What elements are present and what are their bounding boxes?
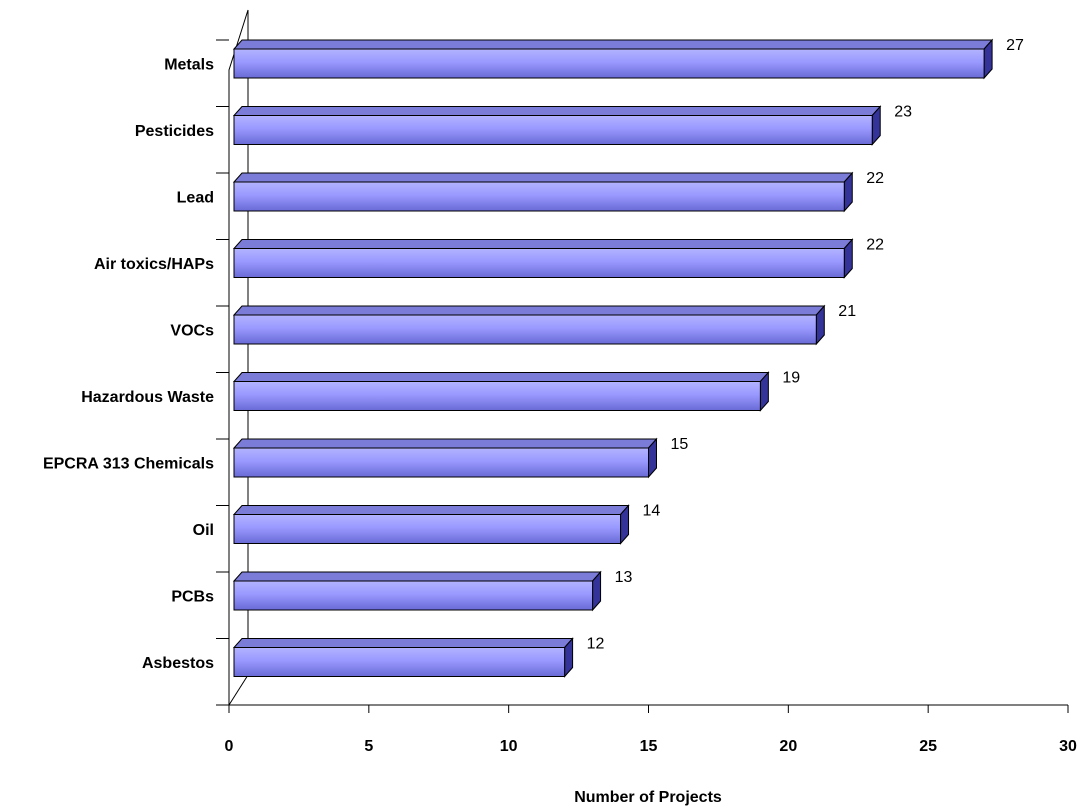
- bar: [232, 504, 630, 545]
- bar-front-face: [233, 514, 622, 544]
- bar-top-face: [232, 438, 658, 449]
- bar: [232, 171, 854, 213]
- bar-top-face: [232, 571, 602, 582]
- value-label: 12: [587, 636, 605, 653]
- bar-front-face: [233, 447, 649, 478]
- bar-top-face: [232, 305, 826, 316]
- value-label: 21: [838, 303, 856, 320]
- category-label: Pesticides: [135, 123, 214, 140]
- x-tick-label: 30: [1059, 738, 1077, 755]
- x-tick-label: 20: [779, 738, 797, 755]
- bar-top-face: [232, 505, 630, 515]
- value-label: 22: [866, 237, 884, 254]
- bar: [232, 570, 602, 612]
- bar-top-face: [232, 39, 994, 50]
- x-tick-label: 15: [640, 738, 658, 755]
- bar-top-face: [232, 172, 854, 183]
- category-label: Asbestos: [142, 655, 214, 672]
- bar: [232, 637, 574, 678]
- category-label: Lead: [177, 190, 214, 207]
- category-label: Hazardous Waste: [81, 389, 214, 406]
- bar-front-face: [233, 580, 594, 611]
- bar-front-face: [233, 248, 845, 278]
- bar-top-face: [232, 372, 770, 382]
- bar: [232, 238, 854, 279]
- bar-front-face: [233, 115, 873, 145]
- category-label: Air toxics/HAPs: [94, 256, 214, 273]
- bar: [232, 105, 882, 146]
- x-tick-label: 5: [364, 738, 373, 755]
- bar-top-face: [232, 239, 854, 249]
- bar-front-face: [233, 181, 845, 212]
- value-label: 14: [643, 503, 661, 520]
- wall-floor-edge: [228, 674, 249, 706]
- bar: [232, 371, 770, 412]
- bar-top-face: [232, 106, 882, 116]
- x-tick-label: 0: [225, 738, 234, 755]
- value-label: 15: [671, 436, 689, 453]
- bar: [232, 437, 658, 479]
- value-label: 19: [782, 370, 800, 387]
- bar: [232, 304, 826, 346]
- bar-front-face: [233, 647, 566, 677]
- bar-front-face: [233, 314, 817, 345]
- value-label: 23: [894, 104, 912, 121]
- bar-front-face: [233, 48, 985, 79]
- category-label: Metals: [164, 57, 214, 74]
- value-label: 27: [1006, 37, 1024, 54]
- bar-front-face: [233, 381, 761, 411]
- x-tick-label: 25: [919, 738, 937, 755]
- category-label: Oil: [193, 522, 214, 539]
- bar-top-face: [232, 638, 574, 648]
- category-label: EPCRA 313 Chemicals: [43, 456, 214, 473]
- category-label: PCBs: [171, 589, 214, 606]
- value-label: 13: [615, 569, 633, 586]
- x-axis-title: Number of Projects: [574, 789, 722, 806]
- bar: [232, 38, 994, 80]
- value-label: 22: [866, 170, 884, 187]
- x-tick-label: 10: [500, 738, 518, 755]
- category-label: VOCs: [170, 323, 214, 340]
